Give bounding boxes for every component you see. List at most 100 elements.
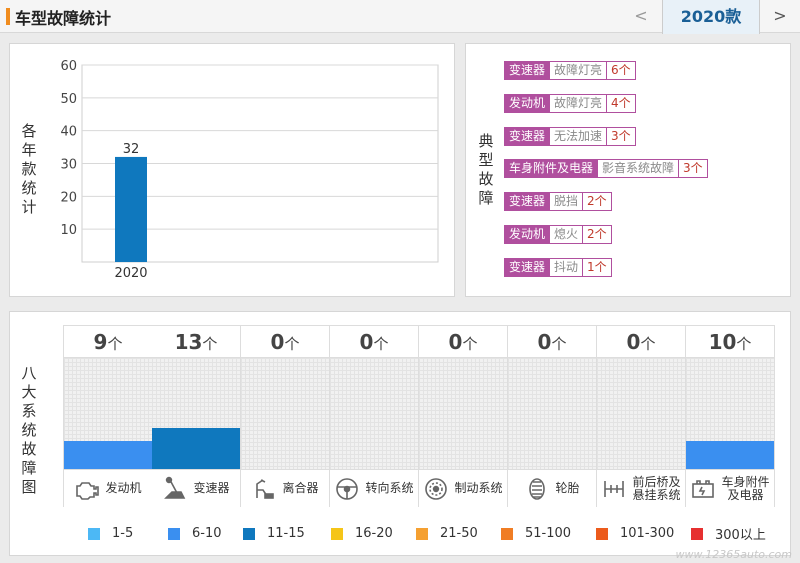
- typical-faults-label-char: 型: [478, 151, 494, 169]
- system-fault-count: 0个: [508, 325, 596, 358]
- fault-description: 抖动: [550, 257, 583, 277]
- system-column[interactable]: 10个车身附件 及电器: [686, 325, 775, 507]
- bar-2020[interactable]: [115, 156, 147, 262]
- fault-system-tag: 车身附件及电器: [504, 159, 599, 179]
- legend-item: 6-10: [168, 524, 243, 543]
- legend-label: 16-20: [355, 526, 393, 541]
- system-fault-gauge: [419, 358, 507, 469]
- system-name-cell: 车身附件 及电器: [686, 469, 774, 507]
- engine-icon: [76, 481, 100, 500]
- fault-system-tag: 变速器: [504, 126, 551, 146]
- legend-label: 11-15: [267, 526, 305, 541]
- legend-item: 1-5: [88, 524, 168, 543]
- fault-count: 1个: [582, 257, 612, 277]
- bar-value-label: 32: [123, 142, 140, 157]
- system-column[interactable]: 9个发动机: [63, 325, 152, 507]
- count-number: 9: [93, 330, 108, 354]
- system-fault-gauge: [152, 358, 240, 469]
- legend-label: 1-5: [112, 526, 134, 541]
- typical-fault-row[interactable]: 变速器 故障灯亮 6个: [504, 61, 636, 80]
- page-title: 车型故障统计: [15, 9, 112, 28]
- fault-count: 3个: [678, 159, 708, 179]
- legend-item: 300以上: [691, 524, 771, 543]
- system-column[interactable]: 0个轮胎: [508, 325, 597, 507]
- fault-system-tag: 变速器: [504, 257, 551, 277]
- system-column[interactable]: 13个 变速器: [152, 325, 241, 507]
- count-number: 0: [270, 330, 285, 354]
- typical-fault-row[interactable]: 车身附件及电器 影音系统故障 3个: [504, 159, 708, 179]
- fault-system-tag: 发动机: [504, 225, 551, 244]
- typical-fault-row[interactable]: 变速器 脱挡 2个: [504, 192, 612, 212]
- legend-swatch: [88, 527, 100, 540]
- system-fault-gauge: [64, 358, 152, 469]
- tire-icon: [529, 477, 546, 500]
- watermark: www.12365auto.com: [675, 548, 792, 561]
- legend-label: 300以上: [715, 528, 766, 543]
- system-fault-count: 10个: [686, 325, 774, 358]
- system-name: 发动机: [105, 481, 142, 495]
- legend-swatch: [596, 527, 608, 540]
- typical-fault-row[interactable]: 发动机 故障灯亮 4个: [504, 93, 636, 113]
- system-name: 变速器: [193, 481, 230, 495]
- steering-wheel-icon: [336, 477, 359, 500]
- count-unit: 个: [736, 335, 752, 353]
- year-tab[interactable]: 2020款: [662, 0, 760, 34]
- count-number: 0: [537, 330, 552, 354]
- system-fault-fill: [152, 427, 240, 469]
- system-fault-gauge: [686, 358, 774, 469]
- color-legend: 1-5 6-10 11-15 16-20 21-50 51-100 101-300 300以上: [88, 524, 771, 543]
- fault-count: 2个: [582, 225, 612, 244]
- system-name-cell: 变速器: [152, 469, 240, 507]
- typical-fault-row[interactable]: 变速器 抖动 1个: [504, 257, 612, 277]
- system-fault-gauge: [330, 358, 418, 469]
- count-number: 0: [448, 330, 463, 354]
- fault-description: 无法加速: [550, 126, 607, 146]
- system-name-cell: 转向系统: [330, 469, 418, 507]
- system-column[interactable]: 0个离合器: [241, 325, 330, 507]
- x-tick-label: 2020: [114, 266, 147, 281]
- eight-systems-label-char: 大: [21, 383, 37, 401]
- legend-swatch: [501, 527, 513, 540]
- system-name-cell: 制动系统: [419, 469, 507, 507]
- eight-systems-label-char: 统: [21, 421, 37, 439]
- year-stats-label-char: 各: [21, 122, 37, 140]
- typical-faults-label-char: 障: [478, 189, 494, 207]
- typical-fault-row[interactable]: 变速器 无法加速 3个: [504, 126, 636, 146]
- prev-year-button[interactable]: <: [634, 6, 648, 25]
- system-fault-count: 0个: [241, 325, 329, 358]
- y-tick-label: 30: [60, 158, 77, 173]
- eight-systems-label-char: 障: [21, 459, 37, 477]
- y-tick-label: 60: [60, 59, 77, 74]
- system-fault-fill: [64, 441, 152, 469]
- legend-swatch: [691, 527, 703, 540]
- system-name-cell: 轮胎: [508, 469, 596, 507]
- legend-item: 21-50: [416, 524, 501, 543]
- brake-disc-icon: [425, 477, 448, 500]
- legend-item: 51-100: [501, 524, 596, 543]
- next-year-button[interactable]: >: [773, 6, 787, 25]
- fault-count: 2个: [582, 192, 612, 212]
- system-name-cell: 前后桥及 悬挂系统: [597, 469, 685, 507]
- system-fault-count: 9个: [64, 325, 152, 358]
- legend-swatch: [168, 527, 180, 540]
- legend-label: 6-10: [192, 526, 222, 541]
- system-name-cell: 离合器: [241, 469, 329, 507]
- year-stats-label-char: 计: [21, 198, 37, 216]
- systems-columns: 9个 发动机 13个 变速器 0个 离合器 0个 转向系统 0个 制动系统 0个 轮胎 0个 前后桥及 悬挂…: [63, 325, 775, 507]
- fault-system-tag: 发动机: [504, 93, 551, 113]
- system-column[interactable]: 0个 前后桥及 悬挂系统: [597, 325, 686, 507]
- typical-fault-row[interactable]: 发动机 熄火 2个: [504, 225, 612, 244]
- system-name: 轮胎: [555, 481, 580, 495]
- y-tick-label: 40: [60, 125, 77, 140]
- legend-swatch: [243, 527, 255, 540]
- system-name: 制动系统: [454, 481, 503, 495]
- system-column[interactable]: 0个 制动系统: [419, 325, 508, 507]
- typical-faults-label-char: 故: [478, 170, 494, 188]
- legend-swatch: [416, 527, 428, 540]
- count-number: 10: [708, 330, 737, 354]
- count-number: 13: [174, 330, 203, 354]
- fault-description: 脱挡: [550, 192, 583, 212]
- eight-systems-label-char: 八: [21, 364, 37, 382]
- fault-system-tag: 变速器: [504, 192, 551, 212]
- system-column[interactable]: 0个 转向系统: [330, 325, 419, 507]
